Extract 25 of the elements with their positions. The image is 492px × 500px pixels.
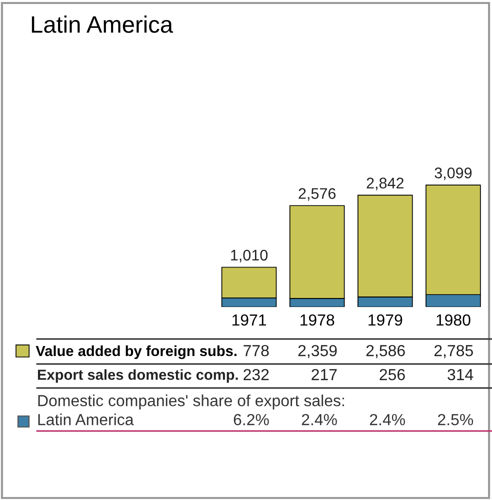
total-label: 3,099: [434, 168, 472, 180]
data-label: 778: [244, 344, 269, 356]
legend-label: Value added by foreign subs.: [36, 345, 236, 360]
data-label: 256: [380, 368, 405, 380]
data-label: 314: [448, 368, 474, 380]
text: Export sales domestic comp.: [38, 369, 238, 383]
data-label: 217: [312, 368, 337, 380]
total-label: 1,010: [231, 250, 268, 262]
x-tick-label: 1980: [436, 314, 470, 326]
data-label: 2,785: [434, 344, 473, 358]
text: 2.4%: [370, 414, 405, 426]
data-label: 2,359: [298, 344, 337, 358]
x-tick-label: 1978: [300, 314, 334, 326]
text: Latin America: [38, 414, 134, 426]
x-tick-label: 1971: [232, 314, 266, 326]
data-label: 2,586: [366, 344, 405, 358]
text: 6.2%: [234, 414, 269, 426]
text: Domestic companies' share of export sales:: [38, 394, 344, 410]
total-label: 2,576: [298, 188, 336, 201]
x-tick-label: 1979: [368, 314, 402, 326]
text: 2.5%: [438, 414, 474, 426]
data-label: 232: [244, 368, 269, 380]
total-label: 2,842: [366, 178, 404, 190]
chart-title: Latin America: [32, 16, 174, 33]
text: 2.4%: [302, 414, 337, 426]
